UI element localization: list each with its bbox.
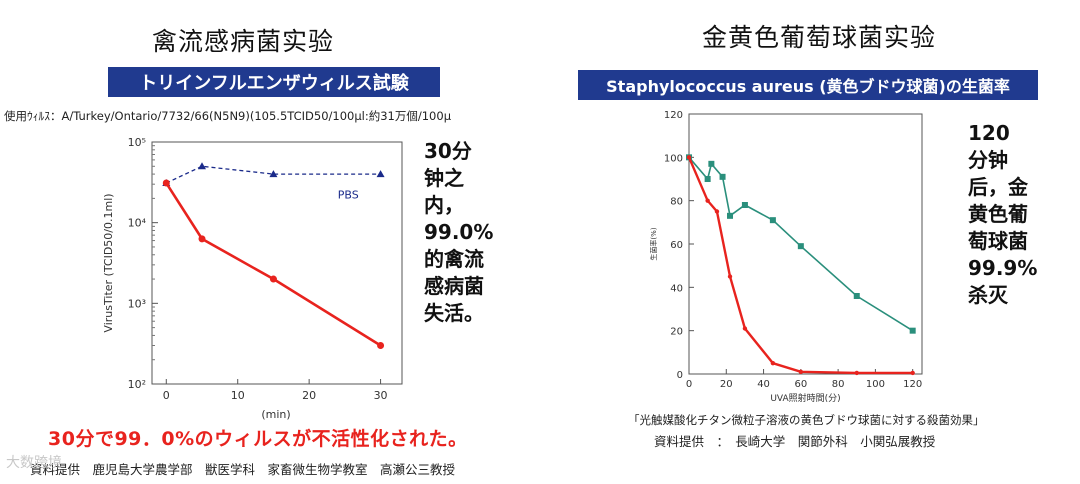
data-point-control (797, 243, 804, 250)
data-point-control (741, 202, 748, 208)
x-tick-label: 20 (302, 389, 316, 402)
data-point-photocatalyst (742, 326, 748, 331)
x-tick-label: 100 (866, 379, 885, 390)
data-point-photocatalyst (705, 198, 710, 203)
data-point-photocatalyst (798, 369, 804, 375)
right-caption: 「光触媒酸化チタン微粒子溶液の黄色ブドウ球菌に対する殺菌効果」 (628, 413, 985, 427)
virus-info: 使用ｳｨﾙｽ：A/Turkey/Ontario/7732/66(N5N9)(10… (4, 109, 452, 123)
data-point-photocatalyst (854, 370, 859, 376)
y-tick-label: 120 (664, 110, 683, 121)
data-point-photocatalyst (910, 370, 915, 376)
y-tick-label: 20 (670, 327, 683, 338)
x-tick-label: 40 (757, 379, 770, 390)
left-side-note: 30分钟之内，99.0%的禽流感病菌失活。 (424, 139, 494, 325)
x-tick-label: 120 (903, 379, 922, 390)
y-tick-label: 40 (670, 283, 683, 294)
x-tick-label: 80 (832, 379, 845, 390)
right-title: 金黄色葡萄球菌实验 (702, 23, 937, 52)
data-point-control (769, 217, 776, 224)
data-point-control (704, 176, 711, 182)
x-axis-label: (min) (261, 408, 290, 421)
y-tick-label: 10⁴ (128, 217, 147, 230)
x-tick-label: 60 (794, 379, 807, 390)
data-point-control (909, 327, 916, 334)
x-tick-label: 0 (163, 389, 170, 402)
x-tick-label: 10 (231, 389, 245, 402)
data-point-photocatalyst (686, 155, 692, 160)
y-tick-label: 10⁵ (128, 136, 146, 149)
data-point-control (719, 173, 726, 180)
y-axis-label: 生菌率(%) (649, 227, 658, 260)
series-line-photocatalyst (687, 156, 913, 375)
y-tick-label: 60 (670, 240, 683, 251)
left-chart: 10² 10³ 10⁴ 10⁵ 0 10 20 30 (min) VirusTiter (TCID… (102, 136, 403, 421)
data-point-photocatalyst (714, 209, 720, 214)
y-tick-label: 0 (677, 370, 683, 381)
x-tick-label: 30 (374, 389, 388, 402)
left-credit: 資料提供 鹿児島大学農学部 獣医学科 家畜微生物学教室 高瀬公三教授 (30, 462, 456, 477)
data-point-photocatalyst (770, 360, 776, 366)
y-axis-label: VirusTiter (TCID50/0.1ml) (102, 193, 115, 332)
data-point-photocatalyst (727, 274, 733, 279)
right-chart: 0 20 40 60 80 100 120 0 20 40 60 80 100 120 UVA照射時間(分)… (649, 110, 923, 404)
x-axis-label: UVA照射時間(分) (770, 392, 840, 404)
data-point-photocatalyst (162, 179, 170, 187)
series-line-control (688, 156, 914, 332)
plot-frame (151, 141, 403, 385)
y-tick-label: 100 (664, 153, 683, 164)
series-line-PBS (166, 165, 381, 184)
red-caption: 30分で99．0%のウィルスが不活性化された。 (48, 428, 468, 450)
data-point-PBS (376, 170, 385, 178)
right-banner: Staphylococcus aureus (黄色ブドウ球菌)の生菌率 (578, 70, 1038, 100)
data-point-photocatalyst (269, 275, 277, 283)
x-tick-label: 0 (686, 379, 692, 390)
watermark: 大数跨境 (6, 455, 62, 471)
data-point-photocatalyst (198, 235, 206, 243)
x-tick-label: 20 (720, 379, 733, 390)
left-title: 禽流感病菌实验 (152, 27, 335, 56)
right-credit: 資料提供 ： 長崎大学 関節外科 小関弘展教授 (654, 434, 936, 449)
data-point-PBS (198, 162, 206, 170)
y-tick-label: 10² (128, 378, 146, 391)
y-tick-label: 80 (670, 197, 683, 208)
data-point-control (708, 160, 715, 167)
left-banner: トリインフルエンザウィルス試験 (108, 67, 440, 97)
data-point-PBS (269, 170, 278, 178)
data-point-control (853, 293, 860, 299)
data-point-photocatalyst (377, 342, 385, 350)
right-side-note: 120分钟后，金黄色葡萄球菌99.9%杀灭 (968, 121, 1038, 307)
data-point-control (727, 212, 734, 219)
y-tick-label: 10³ (128, 297, 146, 310)
pbs-label: PBS (338, 188, 359, 201)
series-line-photocatalyst (165, 182, 382, 347)
